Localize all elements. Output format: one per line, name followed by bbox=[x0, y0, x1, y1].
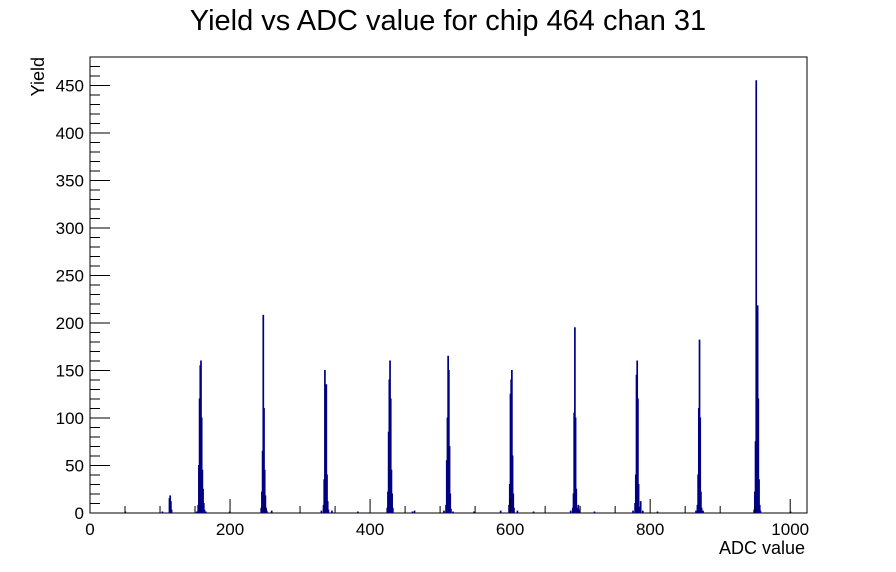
histogram-bin bbox=[695, 510, 697, 513]
y-axis: 0 50 100 150 200 250 300 350 400 450 bbox=[56, 56, 110, 523]
histogram-bin bbox=[593, 511, 596, 513]
histogram-bin bbox=[755, 80, 758, 513]
y-tick-label: 150 bbox=[56, 362, 84, 381]
x-axis: 0 200 400 600 800 1000 bbox=[85, 499, 809, 539]
histogram-bin bbox=[639, 501, 642, 513]
histogram-bin bbox=[575, 488, 578, 513]
histogram-bin bbox=[331, 510, 333, 513]
histogram-bin bbox=[327, 509, 330, 513]
histogram-bin bbox=[577, 504, 580, 513]
histogram-bin bbox=[759, 510, 762, 513]
histogram-bin bbox=[202, 488, 204, 513]
histogram-bin bbox=[511, 455, 514, 513]
histogram-bin bbox=[656, 511, 659, 513]
y-tick-label: 50 bbox=[65, 457, 84, 476]
histogram-bin bbox=[758, 479, 760, 513]
x-tick-label: 400 bbox=[356, 520, 384, 539]
y-tick-label: 300 bbox=[56, 219, 84, 238]
histogram-bin bbox=[499, 510, 502, 513]
histogram-bin bbox=[511, 370, 513, 513]
histogram-bin bbox=[356, 511, 359, 513]
histogram-bin bbox=[513, 507, 515, 513]
histogram-bin bbox=[757, 398, 760, 513]
histogram-bin bbox=[202, 503, 205, 513]
chart-title: Yield vs ADC value for chip 464 chan 31 bbox=[190, 5, 706, 37]
histogram-bin bbox=[632, 510, 634, 513]
histogram-bin bbox=[450, 508, 452, 513]
histogram-bin bbox=[641, 510, 644, 513]
histogram-bin bbox=[391, 493, 393, 513]
histogram-bin bbox=[699, 417, 702, 513]
histogram-bin bbox=[161, 511, 164, 513]
histogram-bin bbox=[195, 511, 198, 513]
y-tick-label: 0 bbox=[75, 504, 84, 523]
histogram-bin bbox=[574, 417, 577, 513]
histogram-bin bbox=[702, 510, 704, 513]
histogram-bin bbox=[578, 509, 580, 513]
histogram-bin bbox=[637, 398, 639, 513]
x-axis-title: ADC value bbox=[719, 538, 805, 558]
histogram-bin bbox=[264, 495, 267, 513]
histogram-bin bbox=[637, 484, 640, 513]
histogram-bin bbox=[411, 511, 414, 513]
histogram-bin bbox=[638, 506, 641, 513]
histogram-bin bbox=[390, 469, 393, 513]
y-tick-label: 100 bbox=[56, 409, 84, 428]
histogram-bin bbox=[700, 507, 703, 513]
histogram-bin bbox=[326, 474, 328, 513]
histogram-bin bbox=[263, 469, 266, 513]
x-tick-label: 600 bbox=[496, 520, 524, 539]
histogram-bin bbox=[205, 511, 207, 513]
histogram-bin bbox=[320, 510, 323, 513]
x-tick-label: 800 bbox=[636, 520, 664, 539]
histogram-bin bbox=[569, 510, 572, 513]
histogram-bin bbox=[391, 507, 394, 513]
histogram-bin bbox=[532, 511, 535, 513]
y-tick-label: 400 bbox=[56, 124, 84, 143]
histogram-bin bbox=[516, 510, 519, 513]
histogram-bin bbox=[326, 501, 329, 513]
histogram-bin bbox=[203, 509, 206, 513]
histogram-bin bbox=[265, 510, 268, 513]
histogram-bin bbox=[448, 370, 450, 513]
histogram-bin bbox=[389, 398, 392, 513]
x-tick-label: 1000 bbox=[771, 520, 809, 539]
y-tick-label: 450 bbox=[56, 77, 84, 96]
histogram-bin bbox=[443, 510, 445, 513]
y-tick-label: 250 bbox=[56, 267, 84, 286]
histogram-bin bbox=[449, 493, 452, 513]
y-tick-label: 200 bbox=[56, 314, 84, 333]
histogram-bin bbox=[413, 510, 416, 513]
histogram-bin bbox=[576, 507, 578, 513]
y-tick-label: 350 bbox=[56, 172, 84, 191]
histogram-bin bbox=[700, 491, 702, 513]
histogram-bin bbox=[200, 417, 203, 513]
histogram-bin bbox=[452, 511, 454, 513]
histogram-bin bbox=[758, 504, 761, 513]
histogram-bin bbox=[448, 446, 451, 513]
histogram-bin bbox=[270, 510, 273, 513]
histogram-bins bbox=[124, 80, 792, 513]
histogram-bin bbox=[512, 493, 515, 513]
histogram-bin bbox=[473, 511, 475, 513]
histogram-bin bbox=[170, 501, 172, 513]
x-tick-label: 0 bbox=[85, 520, 94, 539]
x-tick-label: 200 bbox=[216, 520, 244, 539]
histogram-bin bbox=[170, 509, 173, 513]
histogram-bin bbox=[263, 408, 265, 513]
y-axis-title: Yield bbox=[28, 57, 48, 96]
histogram-bin bbox=[325, 384, 328, 513]
